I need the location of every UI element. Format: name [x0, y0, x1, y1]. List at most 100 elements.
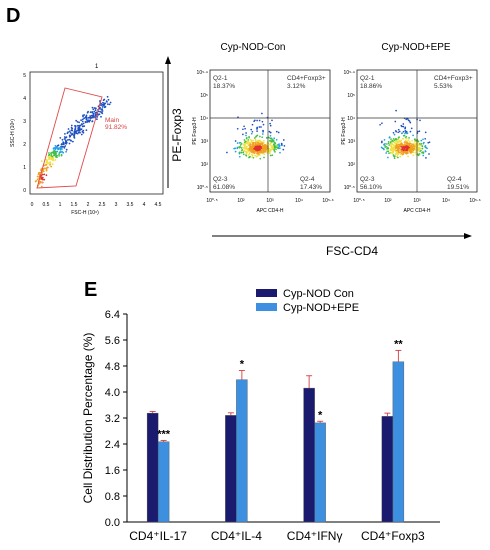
- scatter-x-label: FSC-H (10⁶): [71, 210, 99, 216]
- scatter-event-dot: [67, 131, 69, 134]
- scatter-event-dot: [65, 148, 68, 151]
- flow-event-dot: [273, 146, 276, 149]
- scatter-event-dot: [94, 107, 97, 110]
- flow-event-dot: [269, 122, 271, 125]
- flow-event-dot: [247, 141, 250, 144]
- flow-event-dot: [392, 137, 395, 140]
- flow-event-dot: [427, 141, 430, 144]
- flow-event-dot: [245, 151, 247, 153]
- scatter-event-dot: [78, 127, 81, 130]
- scatter-event-dot: [45, 164, 48, 166]
- scatter-event-dot: [107, 103, 109, 106]
- scatter-event-dot: [62, 143, 65, 146]
- flow-event-dot: [248, 148, 251, 150]
- flow-event-dot: [409, 121, 412, 124]
- flow-event-dot: [407, 139, 410, 141]
- flow-event-dot: [251, 149, 253, 151]
- bar-epe: [157, 441, 170, 523]
- flow-event-dot: [391, 143, 394, 146]
- flow-event-dot: [423, 141, 425, 144]
- flow-event-dot: [261, 120, 264, 123]
- flow-event-dot: [249, 151, 251, 154]
- flow-event-dot: [414, 140, 416, 143]
- scatter-event-dot: [45, 169, 48, 172]
- flow-x-tick-label: 10³: [413, 198, 421, 204]
- flow-event-dot: [390, 143, 392, 146]
- flow-event-dot: [409, 144, 411, 147]
- flow-event-dot: [269, 137, 272, 140]
- flow-epe-x-label: APC CD4-H: [404, 208, 431, 214]
- y-tick-label: 3.2: [105, 413, 120, 425]
- flow-event-dot: [256, 119, 258, 122]
- scatter-event-dot: [100, 115, 102, 118]
- scatter-event-dot: [59, 137, 62, 139]
- legend-swatch-con: [256, 289, 277, 297]
- scatter-event-dot: [54, 148, 57, 151]
- flow-event-dot: [258, 126, 261, 128]
- scatter-event-dot: [54, 145, 57, 147]
- flow-event-dot: [261, 146, 264, 149]
- legend-swatch-epe: [256, 303, 277, 311]
- flow-y-tick-label: 10⁰·⁵: [344, 185, 355, 191]
- flow-epe-q3-value: 56.10%: [360, 184, 382, 191]
- flow-event-dot: [259, 145, 262, 148]
- flow-event-dot: [271, 139, 274, 142]
- scatter-y-tick-label: 1: [23, 165, 26, 171]
- flow-event-dot: [395, 109, 397, 112]
- scatter-event-dot: [35, 180, 38, 182]
- flow-event-dot: [392, 131, 395, 134]
- scatter-event-dot: [51, 159, 54, 161]
- flow-event-dot: [405, 152, 408, 155]
- scatter-x-tick-label: 3.5: [127, 202, 134, 208]
- flow-x-tick-label: 10³: [266, 198, 274, 204]
- flow-con-q4-name: Q2-4: [300, 176, 315, 183]
- fsc-ssc-scatter-plot: 1 Main 91.82% 0 0.5 1 1.5 2 2.5 3 3.5 4 4.5 0 1 2 3 4…: [10, 64, 164, 216]
- scatter-event-dot: [87, 116, 90, 119]
- scatter-event-dot: [94, 109, 97, 112]
- scatter-event-dot: [47, 156, 50, 159]
- chart-y-label: Cell Distribution Percentage (%): [81, 333, 95, 504]
- flow-event-dot: [269, 131, 272, 134]
- scatter-event-dot: [68, 130, 71, 133]
- scatter-event-dot: [68, 138, 71, 141]
- flow-event-dot: [393, 155, 396, 158]
- scatter-event-dot: [50, 152, 53, 155]
- scatter-y-tick-label: 5: [23, 73, 26, 79]
- flow-event-dot: [248, 156, 251, 159]
- flow-y-tick-label: 10⁴: [200, 116, 208, 122]
- scatter-event-dot: [82, 131, 85, 134]
- scatter-event-dot: [101, 106, 104, 108]
- flow-event-dot: [253, 145, 255, 148]
- significance-marker: ***: [157, 428, 171, 440]
- scatter-event-dot: [85, 129, 88, 132]
- flow-epe-q1-value: 18.86%: [360, 83, 382, 90]
- flow-event-dot: [259, 150, 262, 153]
- flow-x-tick-label: 10⁵·⁶: [469, 198, 480, 204]
- flow-event-dot: [277, 131, 280, 134]
- bar-con: [225, 415, 237, 523]
- flow-event-dot: [406, 145, 408, 148]
- flow-event-dot: [255, 147, 257, 150]
- category-label: CD4⁺IL-4: [211, 529, 262, 543]
- flow-event-dot: [254, 142, 257, 145]
- flow-event-dot: [263, 156, 265, 159]
- scatter-event-dot: [103, 102, 105, 105]
- scatter-event-dot: [100, 111, 102, 113]
- flow-epe-q1-name: Q2-1: [360, 75, 375, 82]
- y-tick-label: 4.8: [105, 361, 120, 373]
- flow-event-dot: [240, 143, 243, 145]
- flow-event-dot: [409, 130, 412, 133]
- scatter-event-dot: [73, 137, 76, 139]
- flow-event-dot: [393, 141, 396, 143]
- flow-event-dot: [422, 152, 425, 155]
- flow-event-dot: [244, 146, 246, 148]
- flow-event-dot: [394, 140, 397, 143]
- scatter-y-tick-label: 3: [23, 119, 26, 125]
- flow-event-dot: [241, 149, 243, 152]
- scatter-event-dot: [90, 114, 93, 117]
- scatter-event-dot: [48, 152, 50, 154]
- scatter-event-dot: [102, 104, 105, 107]
- fsc-cd4-label: FSC-CD4: [326, 244, 378, 258]
- flow-event-dot: [397, 128, 400, 131]
- flow-event-dot: [256, 127, 259, 129]
